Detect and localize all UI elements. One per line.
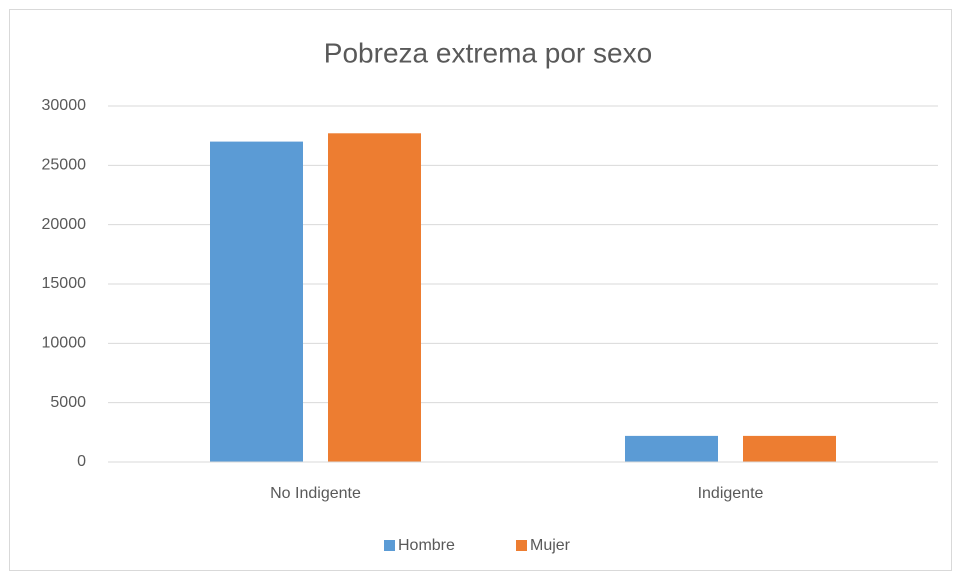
legend-swatch (384, 540, 395, 551)
bar (743, 435, 836, 462)
bar (328, 133, 421, 462)
legend-swatch (516, 540, 527, 551)
y-tick-label: 15000 (42, 275, 87, 292)
bar (625, 435, 718, 462)
x-tick-label: No Indigente (270, 485, 361, 502)
chart-title: Pobreza extrema por sexo (324, 37, 652, 68)
y-tick-label: 30000 (42, 97, 87, 114)
legend-label: Hombre (398, 537, 455, 554)
y-tick-label: 10000 (42, 335, 87, 352)
y-tick-label: 20000 (42, 216, 87, 233)
y-tick-label: 25000 (42, 157, 87, 174)
legend-label: Mujer (530, 537, 571, 554)
y-tick-label: 0 (77, 453, 86, 470)
chart-frame (9, 9, 952, 571)
y-tick-label: 5000 (50, 394, 86, 411)
bar (210, 141, 303, 462)
x-tick-label: Indigente (698, 485, 764, 502)
